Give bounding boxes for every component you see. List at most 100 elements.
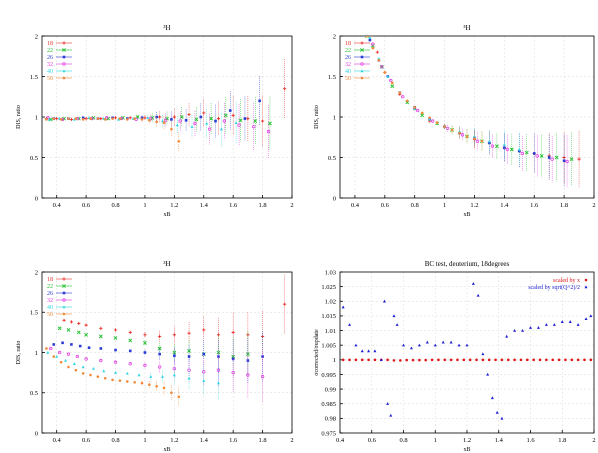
x-tick-label: 0.8 [111,437,119,444]
data-point [173,354,176,358]
data-point [418,358,421,362]
data-point [125,118,129,121]
data-point [96,375,100,378]
series-3 [52,75,261,141]
y-tick-label: 0.98 [325,416,336,423]
data-point [576,358,580,362]
data-point [194,117,199,122]
data-point [137,373,141,377]
data-point [238,118,243,123]
data-point [87,346,91,349]
series-5 [46,350,220,400]
data-point [503,146,506,150]
data-point [550,157,554,161]
x-tick-label: 1 [434,437,437,444]
data-point [562,159,566,163]
data-point [172,115,176,119]
data-point [202,111,206,115]
y-tick-label: 0.5 [328,155,336,162]
legend-label: scaled by x [553,278,580,284]
y-tick-label: 1.025 [321,284,336,291]
data-point [190,125,194,128]
data-point [143,351,147,354]
data-point [165,116,169,121]
data-point [84,323,88,327]
x-tick-label: 1.8 [259,202,267,209]
data-point [360,358,364,362]
y-tick-label: 1.03 [325,269,336,276]
legend-marker [62,277,66,281]
data-point [500,358,504,362]
legend-label: 18 [47,41,53,47]
data-point [367,349,371,353]
x-axis-label: xB [463,447,470,453]
x-tick-label: 2 [592,437,595,444]
x-tick-label: 0.6 [82,202,91,209]
data-point [449,340,453,344]
x-tick-label: 2 [290,202,293,209]
data-point [184,118,188,122]
y-axis-label: DIS, ratio [16,105,22,129]
data-point [223,113,228,118]
legend-label: 26 [47,291,53,297]
data-point [96,117,100,120]
data-point [589,314,593,318]
data-point [155,120,159,124]
data-point [143,333,147,337]
data-point [506,358,510,362]
legend-marker [584,278,588,282]
data-point [62,116,66,121]
data-point [524,150,529,155]
data-point [367,358,370,362]
data-point [49,346,53,351]
data-point [113,336,118,340]
data-point [360,349,364,353]
data-point [413,107,417,111]
data-point [113,328,118,332]
y-tick-label: 2 [35,269,38,276]
x-tick-label: 1.8 [560,202,568,209]
legend-marker [360,76,364,80]
data-point [260,119,265,123]
data-point [46,116,50,120]
data-point [458,131,461,135]
data-point [568,320,572,323]
data-point [77,321,81,326]
x-tick-label: 0.4 [53,202,62,209]
data-point [377,57,381,60]
data-point [103,376,107,380]
data-point [364,36,369,38]
data-point [57,326,62,331]
legend-label: 18 [47,277,53,283]
data-point [74,368,78,372]
data-point [371,46,375,50]
data-point [187,112,191,117]
data-point [560,320,564,323]
data-point [205,121,209,125]
data-point [172,333,176,337]
data-point [517,147,521,151]
data-point [260,375,265,379]
legend-marker [62,305,66,309]
data-point [128,116,132,120]
y-tick-label: 1.5 [30,74,38,81]
x-tick-label: 1.6 [229,202,238,209]
data-point [395,323,399,326]
data-point [143,363,147,368]
x-tick-label: 1.4 [495,437,504,444]
data-point [424,358,428,362]
data-point [390,81,394,85]
data-point [389,78,393,83]
data-point [81,365,85,369]
x-tick-label: 1.6 [229,437,238,444]
data-point [458,129,462,133]
data-point [231,370,235,375]
legend-marker [360,48,364,52]
data-point [471,282,475,285]
data-point [202,379,206,382]
data-point [89,117,92,120]
data-point [231,330,235,334]
legend-marker [62,298,66,302]
